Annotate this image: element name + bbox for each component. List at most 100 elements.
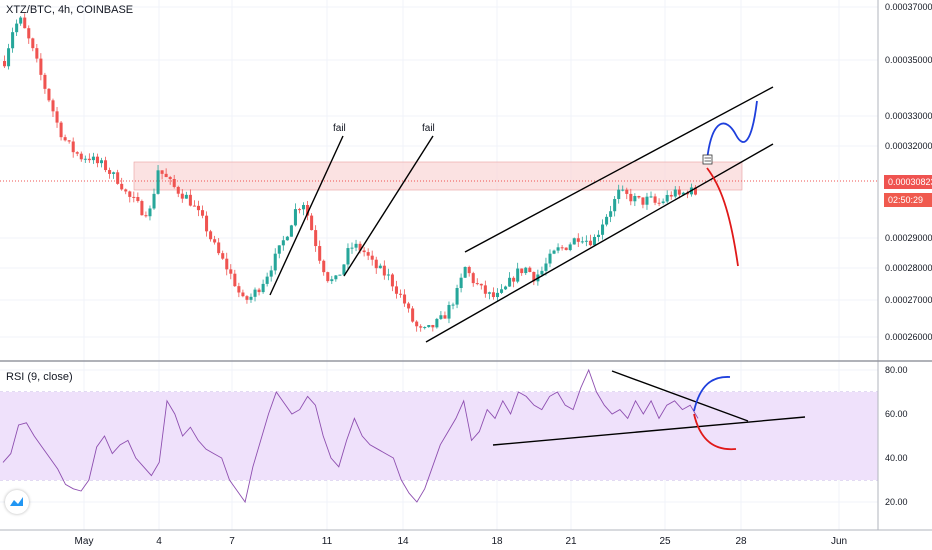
time-tick-label: 4 [156, 536, 162, 547]
channel-bottom-line [425, 143, 774, 343]
candle-body [120, 183, 124, 190]
candle-body [156, 170, 160, 194]
candle-body [67, 140, 71, 142]
candle-body [487, 292, 491, 294]
candle-body [431, 325, 435, 328]
candle-body [205, 215, 209, 232]
candle-body [459, 277, 463, 289]
candle-body [196, 205, 200, 211]
candle-body [31, 38, 35, 49]
chart-title: XTZ/BTC, 4h, COINBASE [6, 4, 134, 16]
candle-body [318, 246, 322, 261]
candle-body [649, 196, 653, 198]
price-tick-label: 0.00026000 [885, 332, 932, 342]
candle-body [669, 194, 673, 197]
candle-body [491, 292, 495, 298]
candle-body [524, 267, 528, 274]
candle-body [592, 236, 596, 246]
fail-label-1: fail [333, 123, 346, 134]
price-tick-label: 0.00037000 [885, 2, 932, 12]
rsi-series [2, 368, 699, 504]
candle-body [407, 303, 411, 309]
candle-body [645, 196, 649, 205]
bearish-projection [706, 167, 739, 267]
candle-body [560, 247, 564, 249]
time-tick-label: 11 [322, 536, 333, 547]
candle-body [213, 239, 217, 243]
candle-body [160, 170, 164, 174]
candle-body [544, 263, 548, 271]
tradingview-logo-icon [5, 490, 29, 514]
candle-body [265, 276, 269, 284]
candle-body [27, 28, 31, 39]
candle-body [217, 242, 221, 254]
candle-body [443, 315, 447, 319]
candle-body [180, 193, 184, 199]
candle-body [605, 216, 609, 225]
candle-body [665, 194, 669, 202]
candle-body [229, 269, 233, 274]
candle-body [386, 274, 390, 276]
candle-body [609, 211, 613, 217]
candle-body [297, 209, 302, 211]
candle-body [285, 236, 289, 241]
time-tick-label: 18 [491, 536, 503, 547]
candle-body [51, 100, 55, 112]
candle-body [693, 187, 697, 195]
candle-body [257, 289, 261, 293]
candle-body [75, 152, 79, 154]
candle-body [475, 283, 479, 285]
candle-body [112, 172, 116, 174]
price-tick-label: 0.00032000 [885, 141, 932, 151]
rsi-trend-line-1 [611, 370, 749, 422]
candle-body [136, 197, 140, 202]
candle-body [241, 292, 245, 297]
candle-body [59, 122, 63, 138]
candle-body [394, 286, 398, 294]
time-tick-label: May [75, 536, 94, 547]
candle-body [366, 252, 370, 256]
candle-body [504, 286, 508, 290]
rsi-title: RSI (9, close) [6, 371, 73, 383]
candles [3, 13, 697, 332]
candle-body [411, 308, 415, 322]
candle-body [661, 201, 665, 204]
candle-body [540, 270, 544, 275]
candle-body [596, 234, 601, 237]
price-tick-label: 0.00029000 [885, 233, 932, 243]
fail-line-1 [269, 135, 344, 296]
candle-body [435, 318, 439, 328]
price-tick-label: 0.00033000 [885, 111, 932, 121]
candle-body [370, 255, 374, 260]
rsi-band [0, 392, 878, 480]
candle-body [108, 170, 112, 174]
candle-body [253, 289, 257, 297]
price-tick-label: 0.00027000 [885, 295, 932, 305]
candle-body [99, 160, 104, 164]
candle-body [55, 111, 59, 123]
candle-body [200, 210, 205, 216]
candle-body [23, 17, 27, 29]
rsi-tick-label: 40.00 [885, 453, 908, 463]
candle-body [116, 172, 120, 184]
candle-body [35, 48, 39, 59]
candle-body [564, 247, 568, 251]
candle-body [467, 266, 471, 274]
candle-body [354, 243, 358, 248]
candle-body [63, 137, 67, 141]
candle-body [314, 230, 318, 247]
candle-body [269, 270, 273, 277]
bullish-projection [706, 100, 758, 161]
candle-body [439, 315, 443, 319]
candle-body [19, 17, 23, 24]
candle-body [342, 264, 346, 275]
candle-body [625, 189, 629, 194]
candle-body [629, 193, 633, 202]
candle-body [7, 48, 11, 67]
marker-icon-lines [704, 157, 711, 162]
candle-body [613, 199, 617, 212]
candle-body [188, 194, 192, 206]
candle-body [415, 321, 419, 327]
countdown-tag: 02:50:29 [884, 193, 932, 207]
fail-line-2 [343, 135, 434, 277]
